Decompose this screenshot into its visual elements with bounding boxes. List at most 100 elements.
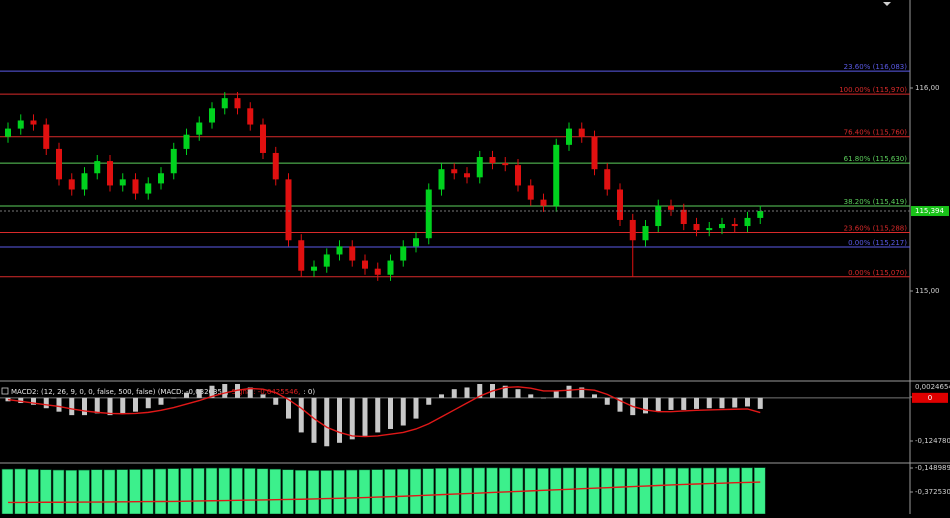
histogram-bar <box>94 397 100 414</box>
y-tick-label: 0,0024654 <box>915 383 950 391</box>
histogram-bar <box>260 394 266 398</box>
histogram-bar <box>192 468 205 515</box>
histogram-bar <box>741 467 753 515</box>
indicator-line <box>7 386 761 438</box>
value-marker-label: 0 <box>928 394 932 402</box>
menu-arrow[interactable] <box>883 2 891 6</box>
candle-body <box>56 148 62 180</box>
candle-body <box>107 161 113 186</box>
candle-body <box>629 219 636 241</box>
histogram-bar <box>473 467 486 515</box>
histogram-bar <box>388 397 393 429</box>
candle-body <box>183 134 190 149</box>
histogram-bar <box>664 467 677 515</box>
histogram-bar <box>196 389 202 398</box>
histogram-bar <box>426 397 432 405</box>
candle-body <box>311 266 317 271</box>
histogram-bar <box>604 397 610 405</box>
histogram-bar <box>209 385 215 398</box>
histogram-bar <box>320 470 333 515</box>
fib-label: 23.60% (115,288) <box>844 225 908 233</box>
histogram-bar <box>82 397 87 416</box>
histogram-bar <box>107 397 113 416</box>
histogram-bar <box>349 397 355 440</box>
title-part: MACD2: (12, 26, 9, 0, 0, false, 500, fal… <box>11 388 229 396</box>
last-price-label: 115,394 <box>915 207 944 215</box>
histogram-bar <box>515 389 521 398</box>
histogram-bar <box>375 397 381 433</box>
candle-body <box>68 179 75 190</box>
candle-body <box>489 157 496 164</box>
candle-body <box>464 173 470 178</box>
histogram-bar <box>129 469 141 515</box>
histogram-bar <box>31 397 36 405</box>
histogram-bar <box>677 467 690 515</box>
fib-label: 23.60% (116,083) <box>844 63 908 71</box>
histogram-bar <box>753 467 766 515</box>
last-price-box <box>911 206 949 217</box>
histogram-bar <box>141 468 154 515</box>
candle-body <box>387 260 394 275</box>
histogram-bar <box>154 468 167 515</box>
fib-label: 0.00% (115,217) <box>848 239 907 247</box>
histogram-bar <box>439 394 444 398</box>
histogram-bar <box>90 469 103 515</box>
histogram-bar <box>27 469 39 515</box>
candle-body <box>413 238 419 247</box>
candle-body <box>731 224 738 227</box>
candle-body <box>617 189 623 220</box>
histogram-bar <box>643 397 648 414</box>
candle-body <box>285 179 292 241</box>
candle-body <box>706 228 713 231</box>
histogram-bar <box>562 467 575 515</box>
histogram-bar <box>592 394 597 398</box>
histogram-bar <box>180 468 192 515</box>
histogram-bar <box>541 397 546 399</box>
indicator-toggle[interactable] <box>1 387 9 395</box>
candle-body <box>655 205 662 227</box>
histogram-bar <box>307 470 320 515</box>
candle-body <box>527 185 534 200</box>
candle-body <box>81 173 88 190</box>
candle-body <box>119 179 126 186</box>
histogram-bar <box>681 397 687 410</box>
histogram-bar <box>133 397 138 412</box>
histogram-bar <box>269 468 282 515</box>
candle-body <box>234 98 241 109</box>
fib-label: 76.40% (115,760) <box>844 129 908 137</box>
histogram-bar <box>103 469 116 515</box>
histogram-bar <box>145 397 151 409</box>
histogram-bar <box>231 467 243 515</box>
histogram-bar <box>702 467 715 515</box>
candle-body <box>438 169 445 190</box>
candle-body <box>323 254 330 267</box>
candle-body <box>668 205 674 210</box>
candle-body <box>221 98 228 109</box>
histogram-bar <box>464 387 470 398</box>
y-tick-label: -0,1247804 <box>915 437 950 445</box>
histogram-bar <box>286 397 291 419</box>
histogram-bar <box>247 387 253 398</box>
candle-body <box>451 169 458 174</box>
candle-body <box>604 169 611 190</box>
histogram-bar <box>218 467 231 515</box>
histogram-bar <box>358 469 371 515</box>
candle-body <box>566 128 572 145</box>
histogram-bar <box>435 468 447 515</box>
histogram-bar <box>477 384 483 398</box>
candle-body <box>145 183 152 194</box>
candle-body <box>578 128 585 137</box>
histogram-bar <box>690 467 702 515</box>
histogram-bar <box>298 397 304 433</box>
candle-body <box>362 260 368 269</box>
histogram-bar <box>617 397 623 412</box>
histogram-bar <box>486 467 498 515</box>
histogram-bar <box>69 397 75 416</box>
histogram-bar <box>65 469 78 515</box>
histogram-bar <box>400 397 406 426</box>
histogram-bar <box>600 467 613 515</box>
histogram-bar <box>282 469 294 515</box>
histogram-bar <box>639 468 651 515</box>
